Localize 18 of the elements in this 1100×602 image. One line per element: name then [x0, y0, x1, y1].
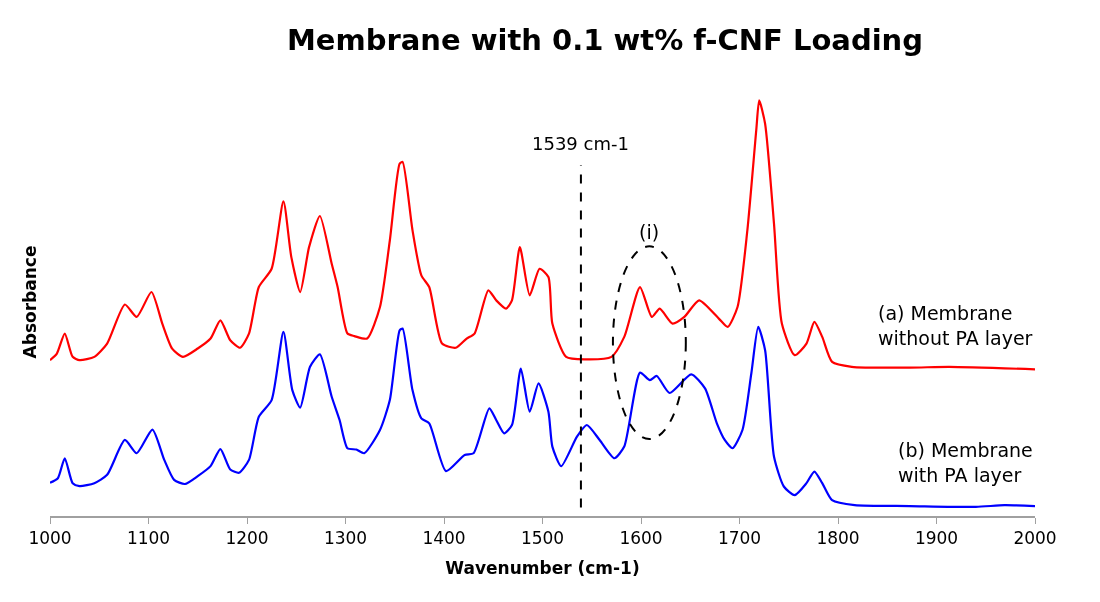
x-axis-title: Wavenumber (cm-1): [445, 558, 640, 579]
x-tick-label: 2000: [1013, 528, 1057, 549]
x-tick-label: 1500: [520, 528, 565, 549]
series-label: (a) Membrane without PA layer: [878, 302, 1033, 349]
x-tick-label: 1400: [422, 528, 466, 549]
x-tick-label: 1200: [225, 528, 269, 549]
x-tick-label: 1000: [28, 528, 72, 549]
x-tick-label: 1700: [717, 528, 762, 549]
x-tick-label: 1600: [619, 528, 663, 549]
chart-title: Membrane with 0.1 wt% f-CNF Loading: [286, 23, 924, 58]
x-tick-label: 1100: [126, 528, 171, 549]
x-tick-label: 1800: [816, 528, 860, 549]
series-label: (b) Membrane with PA layer: [898, 439, 1033, 486]
x-tick-label: 1300: [323, 528, 368, 549]
y-axis-title: Absorbance: [19, 245, 40, 359]
annotation: (i): [639, 221, 660, 243]
ref-line-label: 1539 cm-1: [532, 133, 629, 154]
x-tick-label: 1900: [914, 528, 959, 549]
